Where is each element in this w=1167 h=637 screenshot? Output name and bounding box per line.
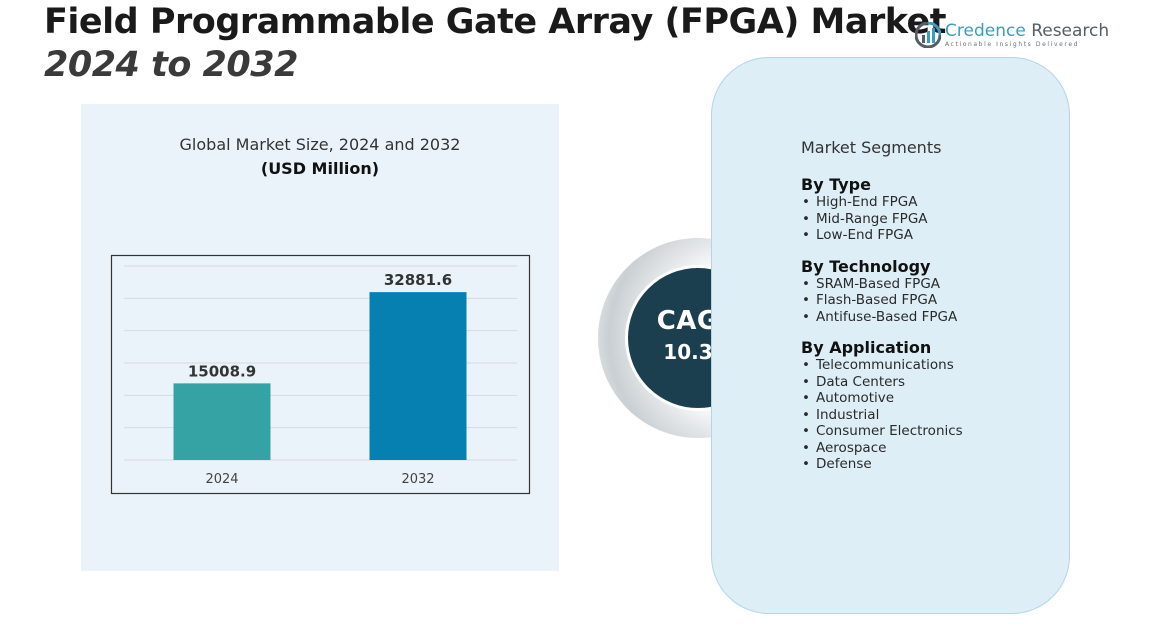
market-size-chart-panel: Global Market Size, 2024 and 2032 (USD M…: [81, 104, 559, 571]
segment-list: High-End FPGAMid-Range FPGALow-End FPGA: [801, 194, 963, 244]
plot-area-border: [110, 254, 531, 495]
segment-item: SRAM-Based FPGA: [801, 276, 963, 293]
segment-item: Industrial: [801, 407, 963, 424]
segments-title: Market Segments: [801, 138, 942, 157]
x-tick-label-2032: 2032: [401, 472, 434, 487]
segment-item: Flash-Based FPGA: [801, 292, 963, 309]
segment-groups: By TypeHigh-End FPGAMid-Range FPGALow-En…: [801, 176, 963, 473]
segment-group: By TechnologySRAM-Based FPGAFlash-Based …: [801, 256, 963, 326]
segment-list: SRAM-Based FPGAFlash-Based FPGAAntifuse-…: [801, 276, 963, 326]
credence-research-logo: Credence Research Actionable Insights De…: [915, 22, 1109, 48]
segment-item: Antifuse-Based FPGA: [801, 309, 963, 326]
data-label-2032: 32881.6: [384, 271, 452, 289]
data-label-2024: 15008.9: [188, 362, 256, 380]
bar-2032: [369, 292, 467, 460]
segment-item: Mid-Range FPGA: [801, 211, 963, 228]
bar-chart: 15008.9 32881.6 2024 2032: [110, 254, 531, 495]
bar-2024: [173, 383, 271, 460]
data-labels: 15008.9 32881.6: [188, 271, 452, 380]
page-subtitle: 2024 to 2032: [44, 45, 298, 85]
logo-name-part2: Research: [1031, 20, 1110, 41]
page-title: Field Programmable Gate Array (FPGA) Mar…: [44, 2, 947, 42]
segment-item: Automotive: [801, 390, 963, 407]
bars: [173, 292, 467, 460]
segment-item: Consumer Electronics: [801, 423, 963, 440]
segment-list: TelecommunicationsData CentersAutomotive…: [801, 357, 963, 473]
segment-heading: By Application: [801, 338, 932, 357]
segment-item: Aerospace: [801, 440, 963, 457]
segment-item: Defense: [801, 456, 963, 473]
market-segments-panel: Market Segments By TypeHigh-End FPGAMid-…: [711, 57, 1070, 614]
segment-group: By TypeHigh-End FPGAMid-Range FPGALow-En…: [801, 176, 963, 244]
segment-heading: By Technology: [801, 256, 931, 276]
chart-title: Global Market Size, 2024 and 2032: [179, 135, 461, 154]
segment-item: High-End FPGA: [801, 194, 963, 211]
segment-heading: By Type: [801, 175, 871, 194]
bar-chart-circle-icon: [915, 22, 941, 48]
segment-group: By ApplicationTelecommunicationsData Cen…: [801, 339, 963, 473]
segment-item: Low-End FPGA: [801, 227, 963, 244]
logo-tagline: Actionable Insights Delivered: [945, 40, 1080, 48]
segment-item: Telecommunications: [801, 357, 963, 374]
logo-name-part1: Credence: [945, 20, 1026, 41]
chart-unit: (USD Million): [260, 159, 380, 178]
segment-item: Data Centers: [801, 374, 963, 391]
x-tick-labels: 2024 2032: [205, 472, 434, 487]
x-tick-label-2024: 2024: [205, 472, 238, 487]
